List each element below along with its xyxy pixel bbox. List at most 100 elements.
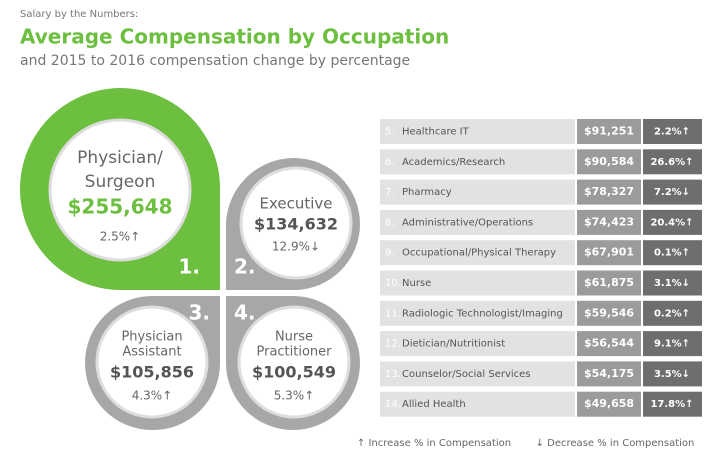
row-change: 9.1%↑ [654, 339, 690, 350]
row-bg [380, 209, 575, 235]
salary: $105,856 [110, 363, 194, 382]
row-rank: 14. [385, 399, 401, 410]
rank: 1. [178, 255, 200, 279]
row-salary: $59,546 [584, 306, 634, 319]
circle-2 [239, 166, 353, 280]
row-change: 0.2%↑ [654, 308, 690, 319]
row-salary: $78,327 [584, 185, 634, 198]
salary-bg [577, 270, 641, 296]
row-change: 3.1%↓ [654, 278, 690, 289]
row-name: Healthcare IT [402, 127, 470, 138]
salary-bg [577, 209, 641, 235]
row-change: 0.1%↑ [654, 248, 690, 259]
row-change: 3.5%↓ [654, 369, 690, 380]
row-salary: $91,251 [584, 125, 634, 138]
salary: $100,549 [252, 363, 336, 382]
content: Physician/Surgeon $255,648 2.5%↑ 1. Executiv… [67, 119, 702, 449]
row-salary: $54,175 [584, 367, 634, 380]
subtitle: and 2015 to 2016 compensation change by … [20, 53, 410, 69]
row-rank: 7. [385, 187, 395, 198]
change: 2.5%↑ [100, 230, 141, 244]
change-bg [643, 209, 702, 235]
salary-bg [577, 361, 641, 387]
row-rank: 11. [385, 308, 401, 319]
row-salary: $61,875 [584, 276, 634, 289]
rank: 3. [188, 301, 210, 325]
row-bg [380, 361, 575, 387]
change-bg [643, 300, 702, 326]
row-change: 20.4%↑ [650, 217, 693, 228]
change-bg [643, 240, 702, 266]
row-rank: 6. [385, 157, 395, 168]
rank: 4. [234, 301, 256, 325]
change-bg [643, 270, 702, 296]
occupation: Physician/ [77, 148, 163, 168]
row-name: Counselor/Social Services [402, 369, 531, 380]
occupation: Physician [121, 330, 182, 345]
change-bg [643, 149, 702, 175]
row-name: Academics/Research [402, 157, 505, 168]
row-bg [380, 331, 575, 357]
row-rank: 13. [385, 369, 401, 380]
row-rank: 8. [385, 217, 395, 228]
salary-bg [577, 179, 641, 205]
circle-3 [95, 305, 209, 419]
row-bg [380, 149, 575, 175]
change-bg [643, 119, 702, 144]
change: 12.9%↓ [272, 240, 320, 254]
row-change: 7.2%↓ [654, 187, 690, 198]
salary-bg [577, 331, 641, 357]
row-name: Nurse [402, 278, 431, 289]
occupation: Surgeon [85, 172, 156, 192]
change: 5.3%↑ [274, 389, 315, 403]
salary-bg [577, 300, 641, 326]
row-salary: $90,584 [584, 155, 634, 168]
change-bg [643, 391, 702, 417]
occupation: Assistant [122, 345, 181, 360]
row-name: Occupational/Physical Therapy [402, 248, 556, 259]
salary-bg [577, 240, 641, 266]
row-bg [380, 270, 575, 296]
row-rank: 9. [385, 248, 395, 259]
row-change: 2.2%↑ [654, 127, 690, 138]
occupation: Executive [259, 195, 332, 213]
row-salary: $49,658 [584, 397, 634, 410]
row-salary: $56,544 [584, 337, 634, 350]
salary: $255,648 [67, 195, 172, 219]
occupation: Practitioner [256, 345, 332, 360]
row-change: 17.8%↑ [650, 399, 693, 410]
rank: 2. [234, 255, 256, 279]
row-salary: $67,901 [584, 246, 634, 259]
legend-increase: ↑ Increase % in Compensation [357, 438, 511, 449]
change-bg [643, 331, 702, 357]
row-bg [380, 300, 575, 326]
salary-bg [577, 391, 641, 417]
circle-1 [48, 118, 192, 262]
row-bg [380, 179, 575, 205]
row-name: Dietician/Nutritionist [402, 339, 505, 350]
row-name: Radiologic Technologist/Imaging [402, 308, 563, 319]
salary-bg [577, 149, 641, 175]
change-bg [643, 361, 702, 387]
row-bg [380, 119, 575, 144]
change-bg [643, 179, 702, 205]
row-salary: $74,423 [584, 215, 634, 228]
row-name: Pharmacy [402, 187, 452, 198]
row-rank: 12. [385, 339, 401, 350]
salary-bg [577, 119, 641, 144]
occupation: Nurse [275, 330, 313, 345]
row-rank: 5. [385, 127, 395, 138]
row-bg [380, 240, 575, 266]
title: Average Compensation by Occupation [20, 25, 449, 49]
row-name: Allied Health [402, 399, 466, 410]
row-name: Administrative/Operations [402, 217, 533, 228]
row-bg [380, 391, 575, 417]
legend-decrease: ↓ Decrease % in Compensation [536, 438, 695, 449]
change: 4.3%↑ [132, 389, 173, 403]
circle-4 [237, 305, 351, 419]
kicker: Salary by the Numbers: [20, 9, 138, 20]
row-rank: 10. [385, 278, 401, 289]
row-change: 26.6%↑ [650, 157, 693, 168]
salary: $134,632 [254, 215, 338, 234]
